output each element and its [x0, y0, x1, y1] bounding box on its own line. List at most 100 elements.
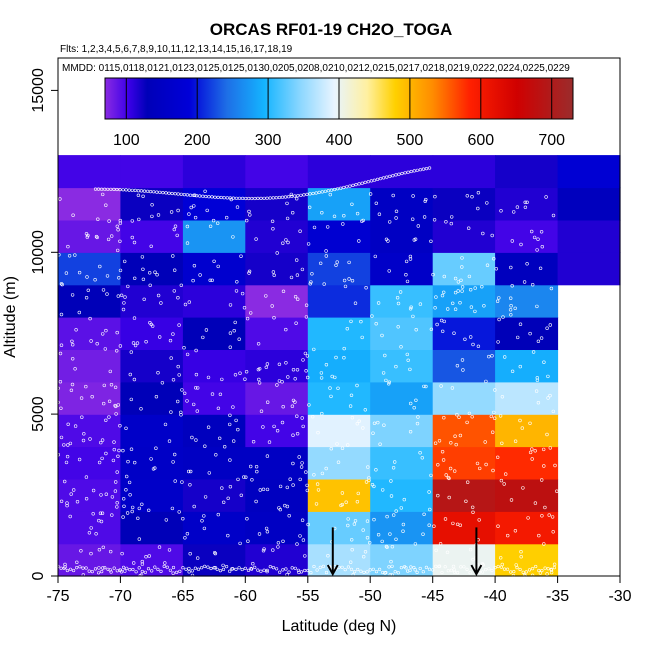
sample-point [532, 235, 537, 240]
sample-point [303, 568, 307, 573]
sample-point [405, 279, 410, 284]
sample-point [382, 423, 386, 427]
sample-point [368, 568, 372, 572]
sample-point [371, 431, 375, 435]
sample-point [173, 452, 177, 457]
sample-point [244, 196, 248, 201]
sample-point [102, 383, 107, 388]
sample-point [538, 571, 543, 575]
sample-point [195, 409, 200, 413]
sample-point [141, 194, 145, 199]
sample-point [296, 297, 300, 301]
sample-point [180, 480, 184, 484]
sample-point [308, 205, 312, 210]
y-tick-label: 10000 [30, 230, 47, 275]
sample-point [144, 554, 148, 559]
sample-point [504, 472, 508, 476]
sample-point [480, 562, 485, 566]
sample-point [171, 378, 176, 382]
sample-point [251, 561, 255, 566]
sample-point [366, 180, 370, 184]
sample-point [142, 189, 147, 193]
sample-point [408, 367, 412, 372]
sample-point [70, 343, 75, 347]
heatmap-cell [182, 187, 246, 221]
sample-point [434, 548, 438, 552]
heatmap-cell [495, 511, 559, 545]
sample-point [545, 432, 549, 437]
sample-point [232, 329, 236, 333]
sample-point [308, 282, 312, 286]
sample-point [181, 516, 185, 521]
sample-point [169, 356, 173, 360]
sample-point [136, 516, 140, 520]
sample-point [301, 358, 305, 362]
sample-point [248, 213, 252, 217]
sample-point [80, 415, 84, 419]
sample-point [295, 197, 299, 201]
sample-point [259, 196, 263, 200]
sample-point [304, 303, 309, 307]
sample-point [265, 529, 270, 534]
sample-point [451, 301, 455, 305]
sample-point [346, 565, 351, 569]
sample-point [521, 570, 525, 574]
sample-point [305, 483, 309, 488]
sample-point [207, 195, 211, 199]
sample-point [78, 565, 82, 569]
x-tick-label: -65 [171, 588, 194, 605]
sample-point [178, 569, 182, 574]
sample-point [107, 399, 112, 403]
sample-point [272, 424, 276, 429]
sample-point [374, 322, 378, 326]
sample-point [100, 569, 104, 574]
heatmap-cell [120, 317, 184, 350]
sample-point [116, 454, 120, 458]
heatmap-cell [370, 414, 434, 448]
sample-point [87, 531, 92, 535]
sample-point [69, 388, 74, 392]
sample-point [126, 284, 130, 289]
sample-point [481, 570, 485, 574]
heatmap-cell [307, 446, 371, 480]
heatmap-cell [307, 317, 371, 350]
sample-point [262, 568, 266, 572]
sample-point [509, 570, 513, 574]
sample-point [411, 314, 415, 319]
sample-point [402, 497, 406, 502]
sample-point [471, 505, 475, 509]
sample-point [243, 377, 247, 381]
sample-point [440, 570, 444, 575]
sample-point [190, 569, 194, 573]
x-tick-label: -40 [484, 588, 507, 605]
sample-point [306, 568, 310, 573]
sample-point [125, 511, 130, 515]
sample-point [531, 350, 536, 354]
sample-point [411, 217, 415, 221]
sample-point [84, 497, 89, 501]
sample-point [210, 195, 214, 199]
sample-point [206, 375, 211, 380]
sample-point [192, 264, 197, 268]
sample-point [173, 224, 178, 228]
heatmap-cell [120, 219, 184, 253]
sample-point [433, 441, 438, 445]
sample-point [222, 196, 226, 200]
heatmap-cell [432, 349, 496, 383]
sample-point [421, 532, 425, 536]
sample-point [265, 569, 269, 574]
sample-point [187, 212, 191, 216]
sample-point [337, 565, 341, 569]
sample-point [320, 211, 324, 215]
heatmap-cell [307, 543, 371, 577]
y-tick-label: 5000 [30, 396, 47, 432]
sample-point [485, 201, 489, 205]
sample-point [150, 569, 154, 573]
sample-point [202, 526, 207, 531]
sample-point [461, 368, 465, 372]
sample-point [163, 422, 168, 427]
sample-point [176, 208, 180, 213]
heatmap-cell [307, 414, 371, 448]
sample-point [256, 367, 261, 372]
sample-point [96, 187, 101, 191]
